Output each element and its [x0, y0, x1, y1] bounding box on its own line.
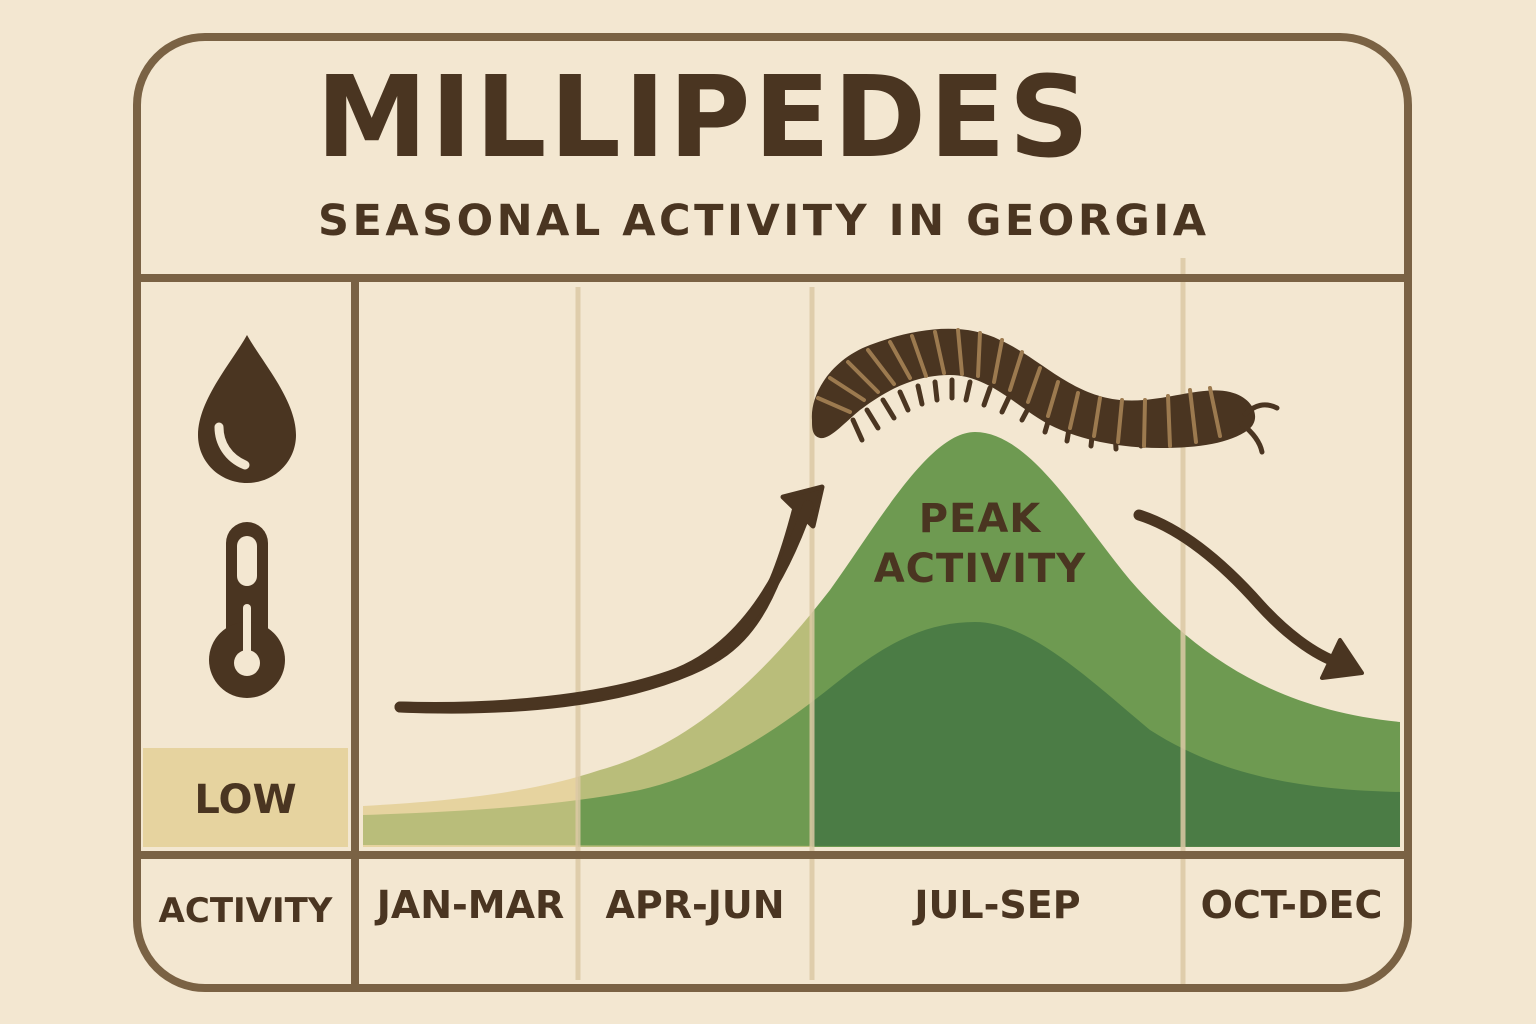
- water-drop-icon: [198, 335, 296, 483]
- low-band-swatch: [143, 748, 348, 847]
- millipede-illustration: [811, 328, 1280, 455]
- quarter-dividers: [575, 258, 1186, 990]
- falling-arrow-icon: [1133, 509, 1364, 680]
- thermometer-icon: [209, 522, 285, 698]
- peak-label-line1: PEAK: [918, 496, 1042, 542]
- quarter-label-jan-mar: JAN-MAR: [376, 883, 565, 927]
- quarter-label-apr-jun: APR-JUN: [605, 883, 785, 927]
- peak-label-line2: ACTIVITY: [873, 546, 1087, 592]
- peak-activity-label: PEAK ACTIVITY: [850, 494, 1110, 594]
- page-title: MILLIPEDES: [316, 53, 1093, 183]
- activity-axis-label: ACTIVITY: [158, 891, 333, 931]
- infographic-frame: [133, 33, 1412, 992]
- page-subtitle: SEASONAL ACTIVITY IN GEORGIA: [318, 196, 1210, 246]
- quarter-label-oct-dec: OCT-DEC: [1200, 883, 1383, 927]
- low-level-label: LOW: [194, 777, 297, 823]
- activity-area: [363, 432, 1400, 847]
- quarter-label-jul-sep: JUL-SEP: [914, 883, 1081, 927]
- grid-dividers: [137, 274, 1408, 984]
